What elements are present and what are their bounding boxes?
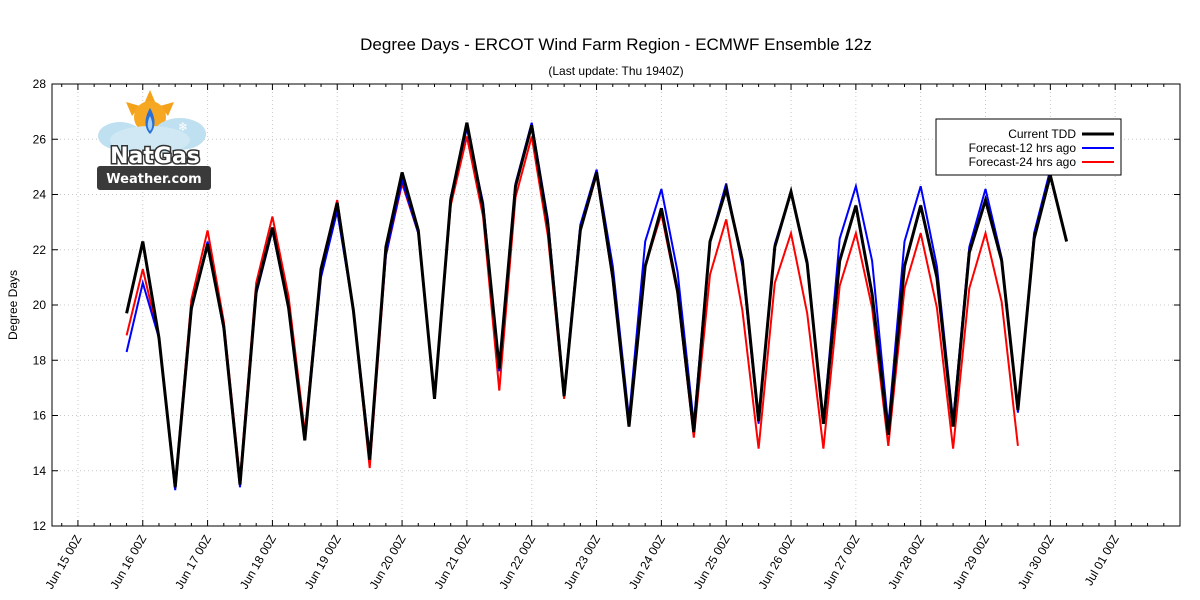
series-lines [125, 122, 1069, 491]
legend-label-current: Current TDD [1008, 127, 1076, 141]
x-tick-label: Jun 26 00Z [755, 533, 797, 592]
y-tick-label: 24 [33, 188, 47, 202]
y-axis-label: Degree Days [6, 270, 20, 340]
cloud-icon: ❄ [98, 118, 206, 154]
y-tick-label: 26 [33, 132, 47, 146]
x-tick-label: Jun 23 00Z [561, 533, 603, 592]
y-tick-label: 22 [33, 243, 47, 257]
legend-label-12hrs: Forecast-12 hrs ago [969, 141, 1077, 155]
flame-icon [145, 108, 155, 134]
x-tick-label: Jun 15 00Z [42, 533, 84, 592]
grid-lines [52, 84, 1180, 526]
chart-subtitle: (Last update: Thu 1940Z) [548, 64, 683, 78]
series-current-tdd [125, 122, 1069, 488]
y-tick-label: 12 [33, 519, 47, 533]
chart-title: Degree Days - ERCOT Wind Farm Region - E… [360, 35, 872, 54]
x-tick-label: Jun 21 00Z [431, 533, 473, 592]
plot-frame [51, 83, 1181, 527]
x-tick-label: Jun 29 00Z [950, 533, 992, 592]
x-tick-label: Jun 27 00Z [820, 533, 862, 592]
x-tick-label: Jun 19 00Z [302, 533, 344, 592]
legend: Current TDD Forecast-12 hrs ago Forecast… [935, 118, 1122, 176]
legend-label-24hrs: Forecast-24 hrs ago [969, 155, 1077, 169]
x-tick-label: Jun 30 00Z [1015, 533, 1057, 592]
logo-banner [97, 166, 211, 190]
y-tick-label: 18 [33, 353, 47, 367]
x-tick-label: Jul 01 00Z [1082, 533, 1122, 589]
y-tick-label: 14 [33, 464, 47, 478]
y-tick-label: 16 [33, 409, 47, 423]
x-tick-label: Jun 20 00Z [367, 533, 409, 592]
x-tick-label: Jun 18 00Z [237, 533, 279, 592]
y-tick-label: 20 [33, 298, 47, 312]
series-forecast-12hrs [125, 122, 1052, 491]
x-tick-label: Jun 25 00Z [691, 533, 733, 592]
x-tick-label: Jun 17 00Z [172, 533, 214, 592]
logo-text-natgas: NatGas [110, 144, 200, 169]
svg-text:❄: ❄ [178, 120, 188, 134]
logo-text-domain: Weather.com [106, 172, 201, 187]
y-tick-label: 28 [33, 77, 47, 91]
natgasweather-logo: ❄ NatGas Weather.com [97, 90, 211, 190]
x-tick-label: Jun 16 00Z [107, 533, 149, 592]
x-tick-label: Jun 24 00Z [626, 533, 668, 592]
x-tick-label: Jun 28 00Z [885, 533, 927, 592]
x-tick-label: Jun 22 00Z [496, 533, 538, 592]
